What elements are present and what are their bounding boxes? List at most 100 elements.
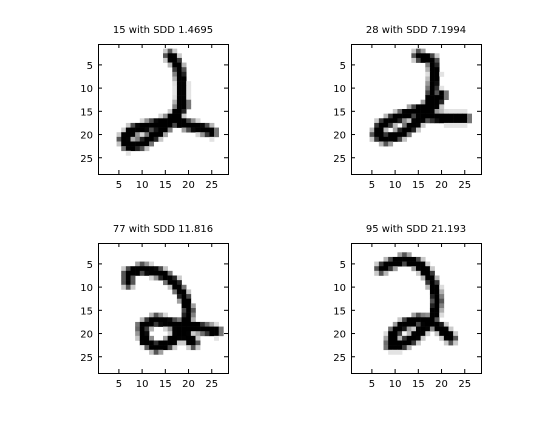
subplot-3-pixel (172, 331, 178, 337)
subplot-1-pixel (167, 118, 173, 124)
subplot-3-pixel (176, 280, 182, 286)
subplot-4-pixel (402, 317, 408, 323)
subplot-1-pixel (176, 85, 182, 91)
subplot-4-pixel (434, 298, 440, 304)
subplot-1-pixel (190, 122, 196, 128)
subplot-4-pixel (383, 331, 389, 337)
subplot-1-pixel (176, 53, 182, 59)
subplot-2-pixel (402, 132, 408, 138)
subplot-1-pixel (167, 122, 173, 128)
subplot-4-pixel (383, 335, 389, 341)
subplot-4-pixel (411, 331, 417, 337)
subplot-4-pixel (443, 331, 449, 337)
subplot-4-pixel (416, 256, 421, 262)
subplot-3-pixel (139, 326, 145, 332)
subplot-3-pixel (125, 284, 131, 290)
subplot-1-pixel (139, 132, 145, 138)
subplot-2-xtick-label: 10 (389, 180, 402, 191)
subplot-4-pixel (429, 280, 435, 286)
subplot-3-pixel (163, 266, 168, 272)
subplot-3-pixel (144, 270, 150, 276)
subplot-4-xtick-label: 5 (369, 379, 375, 390)
subplot-4-pixel (411, 340, 417, 346)
subplot-3-pixel (149, 261, 155, 267)
subplot-3-pixel (186, 345, 192, 351)
subplot-2-pixel (397, 113, 403, 119)
subplot-1-pixel (195, 127, 201, 133)
subplot-2-pixel (457, 109, 463, 114)
subplot-1-pixel (176, 109, 182, 114)
subplot-2-pixel (434, 99, 440, 105)
subplot-1-pixel (116, 132, 122, 138)
subplot-3-pixel (190, 326, 196, 332)
subplot-2: 28 with SDD 7.1994 5 10 15 20 25 5 10 15 20 25 (333, 25, 482, 191)
subplot-1-pixel (163, 127, 168, 133)
subplot-4-pixel (439, 326, 445, 332)
subplot-2-pixel (378, 141, 384, 147)
subplot-4-pixel (388, 340, 394, 346)
subplot-4-pixel (448, 326, 454, 332)
subplot-2-pixel (429, 85, 435, 91)
subplot-4-pixel (429, 321, 435, 327)
subplot-4-pixel (439, 303, 445, 309)
subplot-4-ytick-label: 15 (333, 306, 346, 317)
subplot-2-pixel (420, 118, 426, 124)
subplot-3-pixel (144, 266, 150, 272)
subplot-4-pixel (429, 270, 435, 276)
subplot-1-xtick-label: 15 (159, 180, 172, 191)
subplot-4-pixel (429, 284, 435, 290)
subplot-2-pixel (378, 122, 384, 128)
subplot-4: 95 with SDD 21.193 5 10 15 20 25 5 10 15 20 25 (333, 224, 482, 390)
subplot-1-ytick-label: 15 (80, 107, 93, 118)
subplot-1-pixel (172, 109, 178, 114)
subplot-4-pixel (448, 335, 454, 341)
subplot-2-pixel (453, 118, 459, 124)
subplot-1-pixel (167, 127, 173, 133)
subplot-2-pixel (453, 122, 459, 128)
subplot-4-pixel (416, 331, 421, 337)
subplot-1-pixel (176, 118, 182, 124)
subplot-3-pixel (149, 275, 155, 281)
subplot-3-ytick-label: 10 (80, 283, 93, 294)
subplot-4-pixel (411, 335, 417, 341)
subplot-1-pixel (121, 136, 127, 142)
subplot-1-pixel (139, 141, 145, 147)
subplot-4-pixel (378, 270, 384, 276)
subplot-2-pixel (420, 113, 426, 119)
subplot-1-axes-background (98, 44, 228, 174)
subplot-4-pixel (416, 326, 421, 332)
subplot-3-pixel (186, 317, 192, 323)
subplot-2-pixel (388, 132, 394, 138)
subplot-2-axes-frame (351, 44, 482, 175)
subplot-4-pixel (453, 340, 459, 346)
subplot-3-pixel (186, 298, 192, 304)
subplot-3-pixel (163, 321, 168, 327)
subplot-2-pixel (425, 99, 431, 105)
subplot-2-pixel (429, 62, 435, 68)
subplot-4-pixel (420, 275, 426, 281)
subplot-3-pixel (176, 340, 182, 346)
subplot-1-pixel (200, 122, 206, 128)
subplot-3-pixel (195, 321, 201, 327)
subplot-1-pixel (181, 113, 187, 119)
subplot-1-pixel (172, 62, 178, 68)
subplot-3-pixel (158, 317, 164, 323)
subplot-1-pixel (172, 99, 178, 105)
subplot-2-pixel (420, 48, 426, 54)
subplot-3-pixel (176, 298, 182, 304)
subplot-3-pixel (130, 270, 136, 276)
subplot-4-pixel (388, 326, 394, 332)
subplot-3-pixel (200, 321, 206, 327)
subplot-1-pixel (153, 122, 159, 128)
subplot-1-pixel (186, 118, 192, 124)
subplot-2-ytick-label: 20 (333, 131, 346, 142)
subplot-1-pixel (167, 109, 173, 114)
subplot-1-pixel (158, 122, 164, 128)
subplot-2-pixel (383, 132, 389, 138)
subplot-4-pixel (397, 261, 403, 267)
subplot-4-pixel (429, 298, 435, 304)
subplot-3-title: 77 with SDD 11.816 (113, 224, 213, 235)
subplot-4-pixel (416, 261, 421, 267)
subplot-3-pixel (121, 266, 127, 272)
